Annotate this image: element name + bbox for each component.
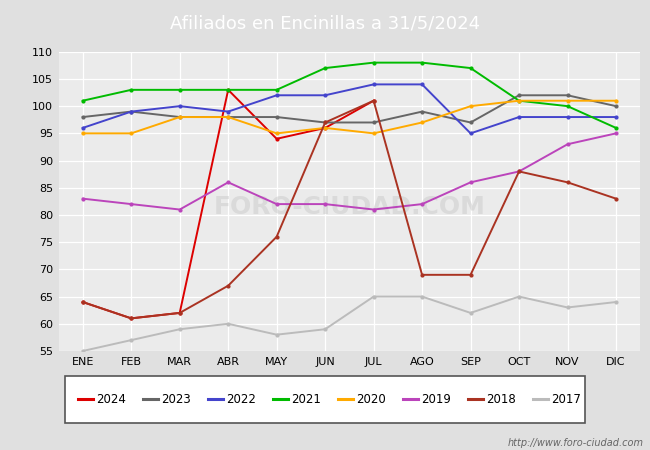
Text: 2024: 2024 xyxy=(96,393,126,406)
Text: 2022: 2022 xyxy=(226,393,256,406)
Text: 2019: 2019 xyxy=(421,393,451,406)
Text: 2021: 2021 xyxy=(291,393,321,406)
Text: 2023: 2023 xyxy=(161,393,190,406)
Text: 2017: 2017 xyxy=(551,393,581,406)
Text: FORO-CIUDAD.COM: FORO-CIUDAD.COM xyxy=(213,195,486,219)
Text: http://www.foro-ciudad.com: http://www.foro-ciudad.com xyxy=(508,438,644,448)
Text: Afiliados en Encinillas a 31/5/2024: Afiliados en Encinillas a 31/5/2024 xyxy=(170,14,480,33)
Text: 2020: 2020 xyxy=(356,393,385,406)
Text: 2018: 2018 xyxy=(486,393,515,406)
